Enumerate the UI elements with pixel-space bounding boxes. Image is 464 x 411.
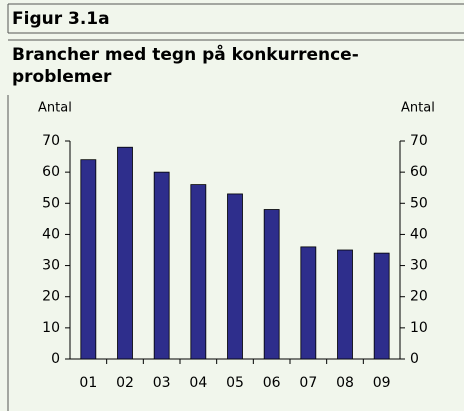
bar bbox=[300, 246, 317, 360]
y2-tick-label: 60 bbox=[410, 164, 428, 180]
y2-tick-label: 30 bbox=[410, 258, 428, 274]
figure-label: Figur 3.1a bbox=[12, 9, 110, 29]
y-axis-label: Antal bbox=[38, 101, 72, 116]
x-tick-label: 07 bbox=[299, 375, 317, 391]
x-tick-label: 05 bbox=[226, 375, 244, 391]
y-tick-label: 20 bbox=[42, 289, 60, 305]
bar bbox=[373, 252, 390, 360]
bar bbox=[227, 193, 243, 360]
bar bbox=[80, 159, 97, 360]
y2-tick-label: 70 bbox=[410, 133, 428, 149]
y-tick-label: 70 bbox=[42, 133, 60, 149]
x-tick-label: 01 bbox=[79, 375, 97, 391]
bar bbox=[153, 171, 170, 360]
y2-tick-label: 40 bbox=[410, 226, 428, 242]
y-tick-label: 40 bbox=[42, 226, 60, 242]
y-tick-label: 50 bbox=[42, 195, 60, 211]
y-tick-label: 30 bbox=[42, 258, 60, 274]
y2-tick-label: 0 bbox=[410, 351, 419, 367]
y2-tick-label: 20 bbox=[410, 289, 428, 305]
bar bbox=[117, 146, 133, 360]
y2-tick-label: 50 bbox=[410, 195, 428, 211]
x-tick-label: 06 bbox=[263, 375, 281, 391]
x-tick-label: 08 bbox=[336, 375, 354, 391]
chart-title: problemer bbox=[12, 67, 112, 87]
y2-tick-label: 10 bbox=[410, 320, 428, 336]
bar bbox=[263, 209, 280, 360]
bar bbox=[337, 249, 353, 360]
x-tick-label: 04 bbox=[189, 375, 207, 391]
bar bbox=[190, 184, 207, 360]
y-tick-label: 10 bbox=[42, 320, 60, 336]
y2-axis-label: Antal bbox=[401, 101, 435, 116]
x-tick-label: 03 bbox=[153, 375, 171, 391]
x-tick-label: 09 bbox=[373, 375, 391, 391]
y-tick-label: 60 bbox=[42, 164, 60, 180]
x-tick-label: 02 bbox=[116, 375, 134, 391]
y-tick-label: 0 bbox=[51, 351, 60, 367]
chart-title: Brancher med tegn på konkurrence- bbox=[12, 43, 359, 65]
